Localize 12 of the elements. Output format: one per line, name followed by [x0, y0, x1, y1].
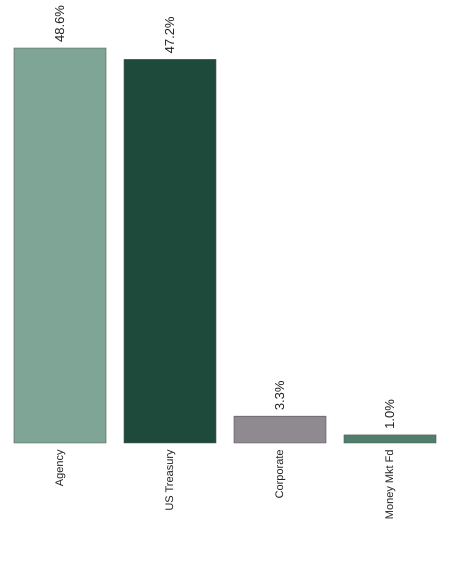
- x-tick-label: Agency: [54, 449, 66, 486]
- bar: [234, 416, 326, 444]
- bar: [344, 434, 436, 444]
- x-tick-label: US Treasury: [164, 449, 176, 511]
- x-tick-label: Money Mkt Fd: [384, 450, 396, 520]
- bar: [14, 48, 106, 444]
- data-label: 48.6%: [52, 4, 67, 42]
- bar: [124, 59, 216, 444]
- x-tick-label: Corporate: [274, 450, 286, 498]
- data-label: 1.0%: [382, 398, 397, 429]
- data-label: 47.2%: [162, 16, 177, 54]
- data-label: 3.3%: [272, 380, 287, 410]
